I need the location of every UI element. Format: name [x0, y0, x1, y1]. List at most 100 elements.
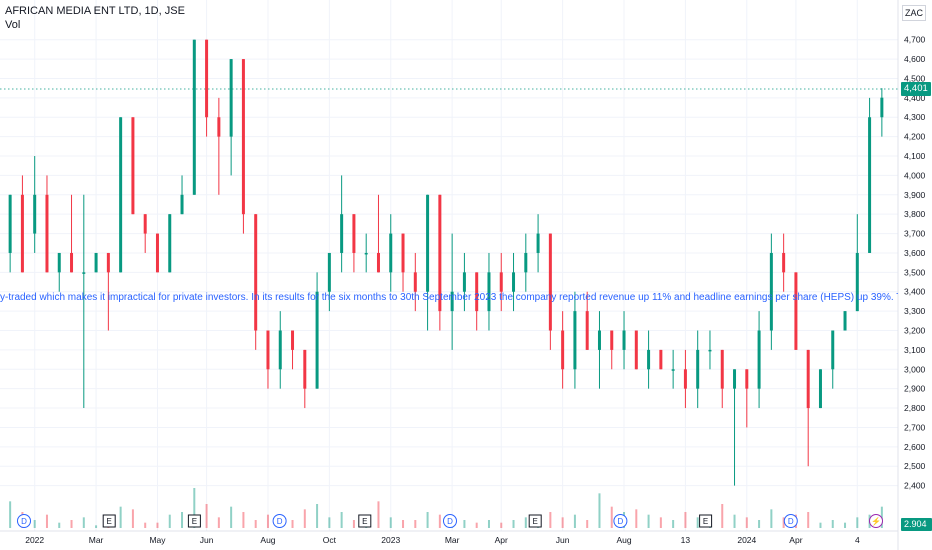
- candle-body[interactable]: [622, 330, 626, 350]
- earnings-marker[interactable]: [528, 514, 542, 528]
- candle-body[interactable]: [155, 233, 159, 273]
- price-axis[interactable]: 2,400 2,500 2,600 2,700 2,800 2,900 3,000 3,100…: [904, 35, 926, 491]
- candle-body[interactable]: [769, 252, 773, 331]
- candle-body[interactable]: [327, 252, 331, 292]
- candle-body[interactable]: [438, 194, 442, 312]
- candle-body[interactable]: [168, 214, 172, 273]
- symbol-title[interactable]: AFRICAN MEDIA ENT LTD, 1D, JSE: [5, 5, 185, 17]
- candle-body[interactable]: [499, 272, 503, 292]
- candle-body[interactable]: [462, 272, 466, 292]
- candle-body[interactable]: [401, 233, 405, 273]
- candle-body[interactable]: [266, 330, 270, 370]
- candle-body[interactable]: [205, 39, 209, 118]
- dividend-marker[interactable]: [783, 514, 798, 528]
- candle-body[interactable]: [340, 214, 344, 253]
- candle-body[interactable]: [818, 369, 822, 409]
- candle-body[interactable]: [229, 59, 233, 137]
- currency-label[interactable]: ZAC: [902, 5, 926, 21]
- candle-body[interactable]: [512, 272, 516, 292]
- candle-body[interactable]: [843, 311, 847, 331]
- candle-body[interactable]: [413, 272, 417, 292]
- volume-bar: [58, 522, 61, 528]
- candle-body[interactable]: [647, 349, 651, 370]
- volume-bar: [598, 493, 601, 528]
- candle-body[interactable]: [487, 272, 491, 312]
- candle-body[interactable]: [254, 214, 258, 331]
- earnings-marker[interactable]: [358, 514, 372, 528]
- candle-body[interactable]: [597, 330, 601, 350]
- candle-body[interactable]: [70, 252, 74, 273]
- candle-body[interactable]: [536, 233, 540, 253]
- time-tick-label: 2024: [737, 535, 756, 545]
- dividend-marker[interactable]: [17, 514, 31, 528]
- candle-body[interactable]: [561, 330, 565, 370]
- candle-body[interactable]: [868, 117, 872, 253]
- candle-body[interactable]: [794, 272, 798, 350]
- candle-body[interactable]: [131, 117, 135, 215]
- candle-body[interactable]: [475, 272, 479, 312]
- time-axis[interactable]: 2022 Mar May Jun Aug Oct 2023 Mar Apr Jun Aug 13 202…: [25, 535, 860, 545]
- last-price-tag: 4,401: [901, 82, 931, 96]
- candle-body[interactable]: [192, 39, 196, 195]
- dividend-marker[interactable]: [613, 514, 628, 528]
- candle-body[interactable]: [106, 252, 110, 273]
- volume-indicator-label[interactable]: Vol: [5, 19, 21, 31]
- candle-body[interactable]: [659, 349, 663, 370]
- candle-body[interactable]: [426, 194, 430, 292]
- candle-body[interactable]: [180, 194, 184, 215]
- candle-body[interactable]: [57, 252, 61, 273]
- candle-body[interactable]: [683, 369, 687, 389]
- candle-body[interactable]: [364, 252, 368, 255]
- candle-body[interactable]: [315, 291, 319, 389]
- price-tick-label: 2,500: [904, 461, 926, 471]
- candle-body[interactable]: [291, 330, 295, 350]
- candle-body[interactable]: [217, 117, 221, 137]
- candle-body[interactable]: [8, 194, 12, 253]
- candle-body[interactable]: [524, 252, 528, 273]
- candle-body[interactable]: [708, 349, 712, 352]
- volume-bar: [610, 506, 613, 528]
- dividend-marker[interactable]: [272, 514, 287, 528]
- candle-body[interactable]: [548, 233, 552, 331]
- candle-body[interactable]: [696, 349, 700, 389]
- candle-body[interactable]: [855, 252, 859, 312]
- candle-body[interactable]: [880, 97, 884, 118]
- candle-body[interactable]: [720, 349, 724, 389]
- candle-body[interactable]: [119, 117, 123, 273]
- volume-bar: [807, 512, 810, 528]
- candle-body[interactable]: [20, 194, 24, 273]
- candle-body[interactable]: [450, 291, 454, 312]
- candle-body[interactable]: [585, 311, 589, 350]
- earnings-marker[interactable]: [187, 514, 201, 528]
- candle-body[interactable]: [671, 369, 675, 371]
- candle-body[interactable]: [352, 214, 356, 253]
- candle-body[interactable]: [241, 59, 245, 215]
- time-tick-label: Jun: [556, 535, 570, 545]
- candle-body[interactable]: [782, 252, 786, 273]
- candle-body[interactable]: [33, 194, 37, 234]
- dividend-marker[interactable]: [443, 514, 457, 528]
- event-marker-label: E: [362, 517, 367, 526]
- candle-body[interactable]: [376, 252, 380, 273]
- candle-body[interactable]: [573, 311, 577, 370]
- candle-body[interactable]: [143, 214, 147, 234]
- candle-body[interactable]: [806, 349, 810, 409]
- candle-body[interactable]: [45, 194, 49, 273]
- candle-body[interactable]: [634, 330, 638, 370]
- candle-body[interactable]: [82, 272, 86, 274]
- candle-body[interactable]: [745, 369, 749, 389]
- candle-body[interactable]: [733, 369, 737, 389]
- candle-body[interactable]: [303, 349, 307, 389]
- candle-body[interactable]: [757, 330, 761, 389]
- time-tick-label: 13: [681, 535, 691, 545]
- candle-body[interactable]: [610, 330, 614, 350]
- earnings-marker[interactable]: [699, 514, 713, 528]
- candle-body[interactable]: [278, 330, 282, 370]
- candle-body[interactable]: [831, 330, 835, 370]
- candle-body[interactable]: [94, 252, 98, 273]
- volume-bar: [770, 509, 773, 528]
- candle-body[interactable]: [389, 233, 393, 273]
- earnings-marker[interactable]: [102, 514, 116, 528]
- split-marker[interactable]: [869, 514, 883, 528]
